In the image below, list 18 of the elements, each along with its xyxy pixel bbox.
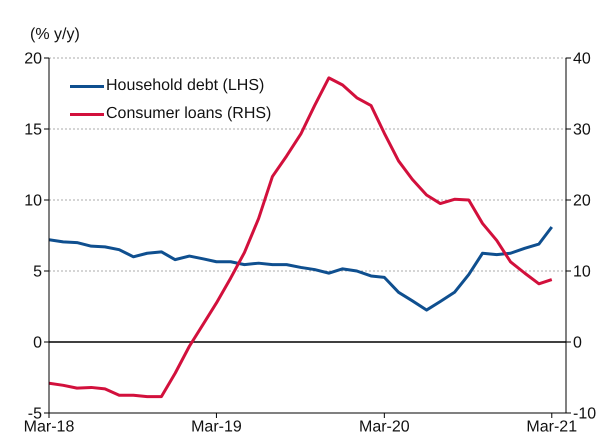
x-tick-label: Mar-20 [358, 418, 410, 436]
y-axis-title: (% y/y) [30, 26, 80, 44]
legend-label: Household debt (LHS) [106, 76, 264, 96]
y-tick-label: 20 [24, 50, 42, 68]
y2-tick-label: 20 [573, 192, 591, 210]
y2-tick-label: 0 [573, 334, 582, 352]
line-series [49, 225, 554, 312]
y2-tick-label: 10 [573, 264, 591, 281]
y-tick-label: 5 [33, 264, 42, 281]
y2-tick-label: 40 [573, 50, 591, 68]
y2-tick-label: 30 [573, 122, 591, 139]
line-series [49, 76, 554, 398]
y-tick-label: 15 [24, 122, 42, 139]
legend-label: Consumer loans (RHS) [106, 104, 272, 124]
y-tick-label: 0 [33, 334, 42, 352]
y-tick-label: 10 [24, 192, 42, 210]
x-tick-label: Mar-18 [24, 418, 74, 436]
x-tick-label: Mar-19 [191, 418, 242, 436]
